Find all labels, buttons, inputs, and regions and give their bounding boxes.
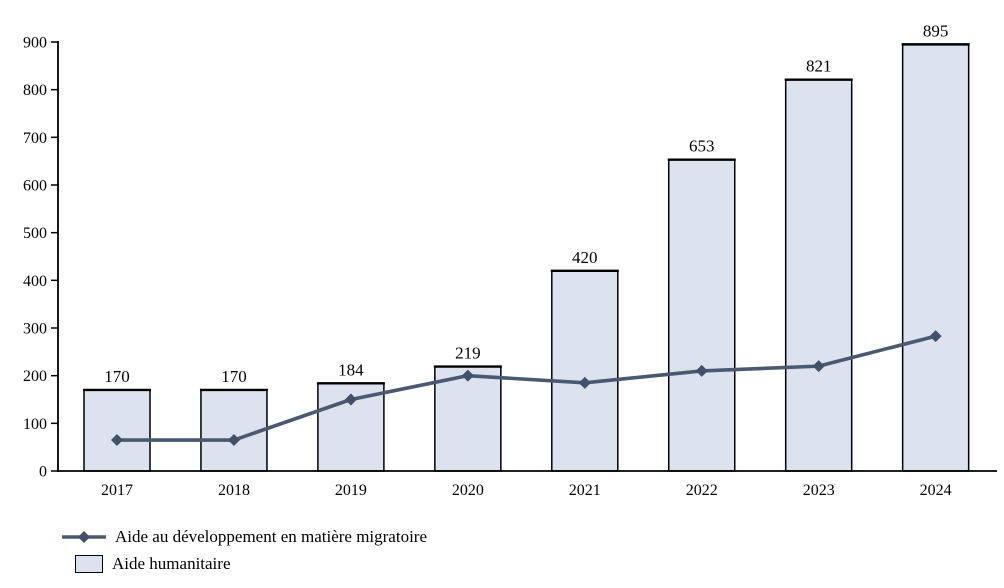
x-axis-tick-label: 2017 bbox=[101, 482, 133, 499]
x-axis-tick-label: 2018 bbox=[218, 482, 250, 499]
legend-label-bar: Aide humanitaire bbox=[112, 553, 231, 573]
bar-swatch-icon bbox=[75, 554, 103, 573]
y-axis-tick-label: 100 bbox=[23, 416, 47, 433]
y-axis-tick-label: 600 bbox=[23, 178, 47, 195]
bar-value-label: 170 bbox=[221, 367, 247, 386]
y-axis-tick-label: 700 bbox=[23, 130, 47, 147]
bar-value-label: 420 bbox=[572, 248, 598, 267]
bar bbox=[901, 43, 970, 472]
legend-item-bar: Aide humanitaire bbox=[62, 550, 427, 577]
y-axis-tick-label: 500 bbox=[23, 225, 47, 242]
legend-item-line: Aide au développement en matière migrato… bbox=[62, 523, 427, 550]
legend-label-line: Aide au développement en matière migrato… bbox=[115, 526, 428, 546]
y-axis-tick-label: 200 bbox=[23, 368, 47, 385]
x-axis-tick-label: 2019 bbox=[335, 482, 367, 499]
bar-value-label: 184 bbox=[338, 360, 364, 379]
y-axis-tick-label: 800 bbox=[23, 82, 47, 99]
x-axis-tick-label: 2020 bbox=[452, 482, 484, 499]
line-marker bbox=[344, 393, 357, 406]
chart-legend: Aide au développement en matière migrato… bbox=[62, 523, 427, 577]
bar-value-label: 653 bbox=[689, 137, 715, 156]
bar-value-label: 170 bbox=[104, 367, 130, 386]
line-diamond-marker-icon bbox=[62, 530, 106, 543]
bar bbox=[551, 270, 619, 472]
bar-value-label: 219 bbox=[455, 344, 481, 363]
x-axis-tick-label: 2023 bbox=[803, 482, 835, 499]
x-axis-tick-label: 2022 bbox=[686, 482, 718, 499]
line-marker bbox=[227, 434, 240, 447]
bar bbox=[434, 365, 502, 472]
line-marker bbox=[111, 434, 123, 447]
x-axis-tick-label: 2021 bbox=[569, 482, 601, 499]
y-axis-tick-label: 300 bbox=[23, 321, 47, 338]
y-axis-tick-label: 400 bbox=[23, 273, 47, 290]
y-axis-tick-label: 0 bbox=[39, 464, 47, 481]
bar bbox=[668, 158, 736, 472]
combo-chart: 170 170 184 219 420 653 821 895 0 100 200 300 400 500… bbox=[23, 21, 997, 499]
trend-line bbox=[115, 334, 938, 442]
y-axis-tick-label: 900 bbox=[23, 35, 47, 52]
line-marker bbox=[578, 376, 591, 389]
bar bbox=[784, 78, 853, 472]
line-marker bbox=[929, 330, 942, 343]
bar-value-label: 821 bbox=[806, 57, 832, 76]
line-marker bbox=[812, 360, 825, 373]
line-marker bbox=[695, 364, 708, 377]
x-axis-tick-label: 2024 bbox=[920, 482, 952, 499]
bar bbox=[83, 389, 151, 472]
line-marker bbox=[461, 369, 474, 382]
bar-value-label: 895 bbox=[923, 21, 949, 40]
